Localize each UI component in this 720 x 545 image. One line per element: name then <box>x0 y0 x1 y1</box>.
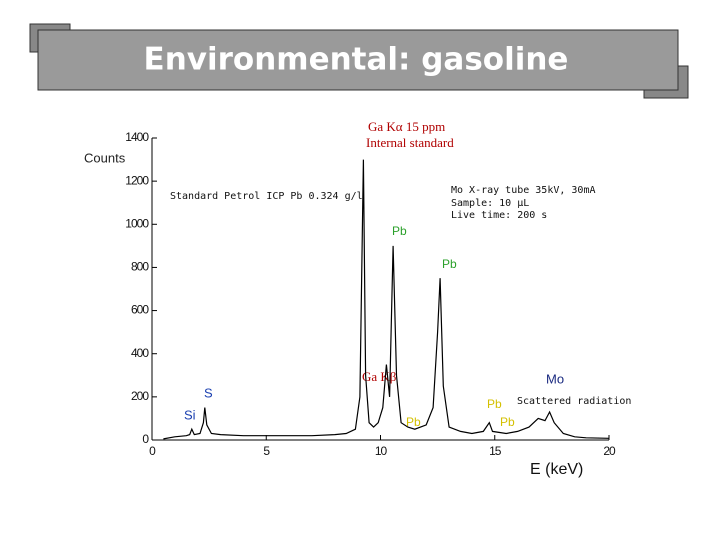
title-box <box>37 29 679 91</box>
annotation: Pb <box>487 397 502 411</box>
annotation: Standard Petrol ICP Pb 0.324 g/l <box>170 191 363 202</box>
y-tick-label: 1200 <box>125 173 149 187</box>
annotation: Pb <box>392 224 407 238</box>
y-tick-label: 200 <box>131 389 149 403</box>
y-tick-label: 0 <box>142 432 149 446</box>
annotation: Pb <box>500 415 515 429</box>
y-tick-label: 400 <box>131 346 149 360</box>
x-label: E (keV) <box>530 461 583 478</box>
annotation: Pb <box>442 257 457 271</box>
annotation: S <box>204 385 213 400</box>
x-tick-label: 10 <box>375 444 388 458</box>
y-tick-label: 600 <box>131 303 149 317</box>
annotation: Live time: 200 s <box>451 210 547 221</box>
x-tick-label: 5 <box>263 444 270 458</box>
y-tick-label: 1400 <box>125 130 149 144</box>
annotation: Mo X-ray tube 35kV, 30mA <box>451 185 596 196</box>
x-tick-label: 15 <box>489 444 502 458</box>
annotation: Pb <box>406 415 421 429</box>
title: Environmental: gasoline <box>144 42 569 78</box>
y-tick-label: 1000 <box>125 216 149 230</box>
annotation: Ga Kβ <box>362 369 397 384</box>
annotation: Sample: 10 µL <box>451 198 529 209</box>
annotation: Scattered radiation <box>517 396 631 407</box>
annotation: Ga Kα 15 ppm <box>368 119 445 134</box>
annotation: Mo <box>546 371 564 386</box>
x-tick-label: 20 <box>603 444 616 458</box>
y-label: Counts <box>84 150 126 165</box>
spectrum-line <box>163 159 610 440</box>
x-tick-label: 0 <box>149 444 156 458</box>
annotation: Internal standard <box>366 135 454 150</box>
y-tick-label: 800 <box>131 260 149 274</box>
annotation: Si <box>184 407 196 422</box>
